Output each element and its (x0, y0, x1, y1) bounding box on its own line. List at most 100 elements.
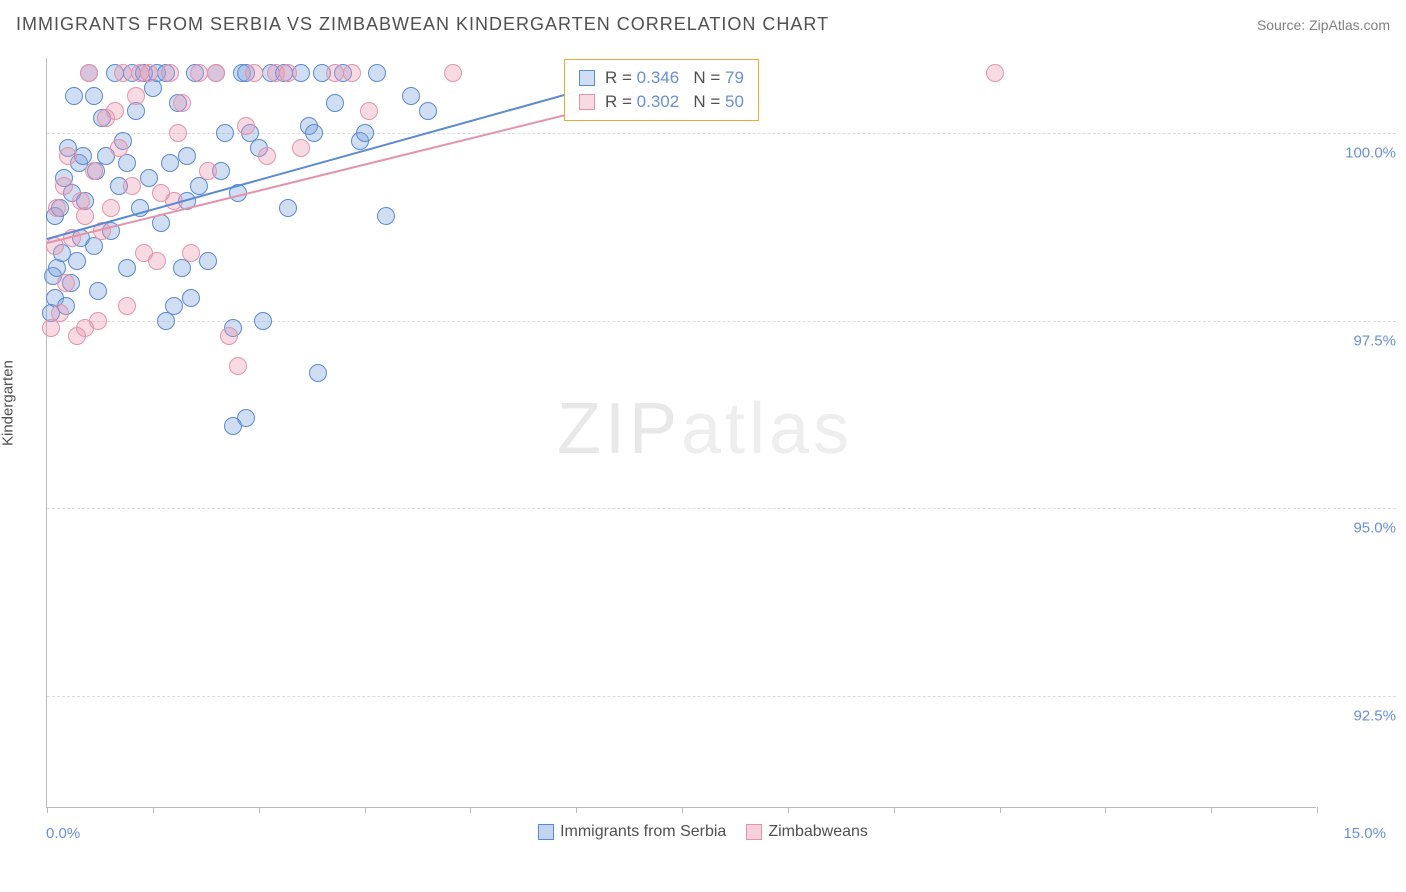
x-tick (259, 807, 260, 813)
scatter-point (279, 199, 297, 217)
legend-swatch (538, 824, 554, 840)
scatter-point (65, 87, 83, 105)
scatter-point (360, 102, 378, 120)
scatter-point (292, 139, 310, 157)
watermark-bold: ZIP (557, 389, 681, 469)
scatter-point (161, 154, 179, 172)
scatter-point (305, 124, 323, 142)
scatter-point (51, 304, 69, 322)
y-tick-label: 97.5% (1326, 332, 1396, 349)
y-tick-label: 95.0% (1326, 520, 1396, 537)
scatter-point (59, 147, 77, 165)
source-link[interactable]: ZipAtlas.com (1309, 17, 1390, 33)
scatter-point (68, 252, 86, 270)
x-tick (1105, 807, 1106, 813)
scatter-point (118, 259, 136, 277)
legend-swatch (746, 824, 762, 840)
legend-stats: R = 0.302 N = 50 (605, 92, 744, 112)
scatter-point (123, 177, 141, 195)
legend-swatch (579, 70, 595, 86)
scatter-point (57, 274, 75, 292)
chart-area: ZIPatlas 92.5%95.0%97.5%100.0%R = 0.346 … (46, 58, 1316, 808)
x-tick (1317, 807, 1318, 813)
scatter-point (245, 64, 263, 82)
x-tick (894, 807, 895, 813)
scatter-point (173, 94, 191, 112)
legend-row: R = 0.302 N = 50 (579, 90, 744, 114)
scatter-point (237, 117, 255, 135)
legend-swatch (579, 94, 595, 110)
bottom-legend-item: Zimbabweans (746, 823, 868, 841)
gridline-h (47, 696, 1396, 697)
scatter-point (444, 64, 462, 82)
scatter-point (199, 162, 217, 180)
scatter-point (216, 124, 234, 142)
scatter-point (326, 94, 344, 112)
source-attribution: Source: ZipAtlas.com (1257, 17, 1390, 33)
scatter-point (118, 297, 136, 315)
bottom-legend: Immigrants from Serbia Zimbabweans (0, 823, 1406, 845)
scatter-point (89, 282, 107, 300)
watermark-light: atlas (681, 389, 853, 469)
scatter-point (986, 64, 1004, 82)
bottom-legend-item: Immigrants from Serbia (538, 823, 726, 841)
scatter-point (309, 364, 327, 382)
scatter-point (326, 64, 344, 82)
y-axis-label: Kindergarten (0, 360, 17, 446)
scatter-point (76, 207, 94, 225)
scatter-point (148, 252, 166, 270)
scatter-point (106, 102, 124, 120)
scatter-point (224, 417, 242, 435)
scatter-point (229, 357, 247, 375)
source-label: Source: (1257, 17, 1309, 33)
scatter-point (169, 124, 187, 142)
legend-row: R = 0.346 N = 79 (579, 66, 744, 90)
scatter-point (55, 177, 73, 195)
scatter-point (254, 312, 272, 330)
scatter-point (182, 289, 200, 307)
gridline-h (47, 321, 1396, 322)
scatter-point (419, 102, 437, 120)
y-tick-label: 100.0% (1326, 145, 1396, 162)
legend-label: Immigrants from Serbia (560, 823, 726, 841)
scatter-point (161, 64, 179, 82)
legend-label: Zimbabweans (768, 823, 868, 841)
x-tick (153, 807, 154, 813)
scatter-point (140, 64, 158, 82)
legend-stats: R = 0.346 N = 79 (605, 68, 744, 88)
x-tick (47, 807, 48, 813)
scatter-point (199, 252, 217, 270)
scatter-point (80, 64, 98, 82)
scatter-point (140, 169, 158, 187)
scatter-point (207, 64, 225, 82)
scatter-point (76, 319, 94, 337)
scatter-point (48, 199, 66, 217)
scatter-point (127, 87, 145, 105)
x-tick (365, 807, 366, 813)
x-tick (788, 807, 789, 813)
scatter-point (110, 139, 128, 157)
x-tick (576, 807, 577, 813)
scatter-point (220, 327, 238, 345)
correlation-legend: R = 0.346 N = 79 R = 0.302 N = 50 (564, 59, 759, 121)
y-tick-label: 92.5% (1326, 707, 1396, 724)
scatter-point (377, 207, 395, 225)
scatter-point (182, 244, 200, 262)
x-tick (470, 807, 471, 813)
scatter-point (279, 64, 297, 82)
scatter-point (85, 162, 103, 180)
watermark: ZIPatlas (557, 388, 853, 470)
x-tick (1000, 807, 1001, 813)
scatter-point (85, 87, 103, 105)
scatter-point (343, 64, 361, 82)
scatter-point (258, 147, 276, 165)
scatter-point (402, 87, 420, 105)
scatter-point (178, 147, 196, 165)
x-tick (1211, 807, 1212, 813)
gridline-h (47, 508, 1396, 509)
scatter-point (368, 64, 386, 82)
scatter-point (157, 312, 175, 330)
scatter-point (114, 64, 132, 82)
scatter-point (356, 124, 374, 142)
scatter-point (190, 64, 208, 82)
